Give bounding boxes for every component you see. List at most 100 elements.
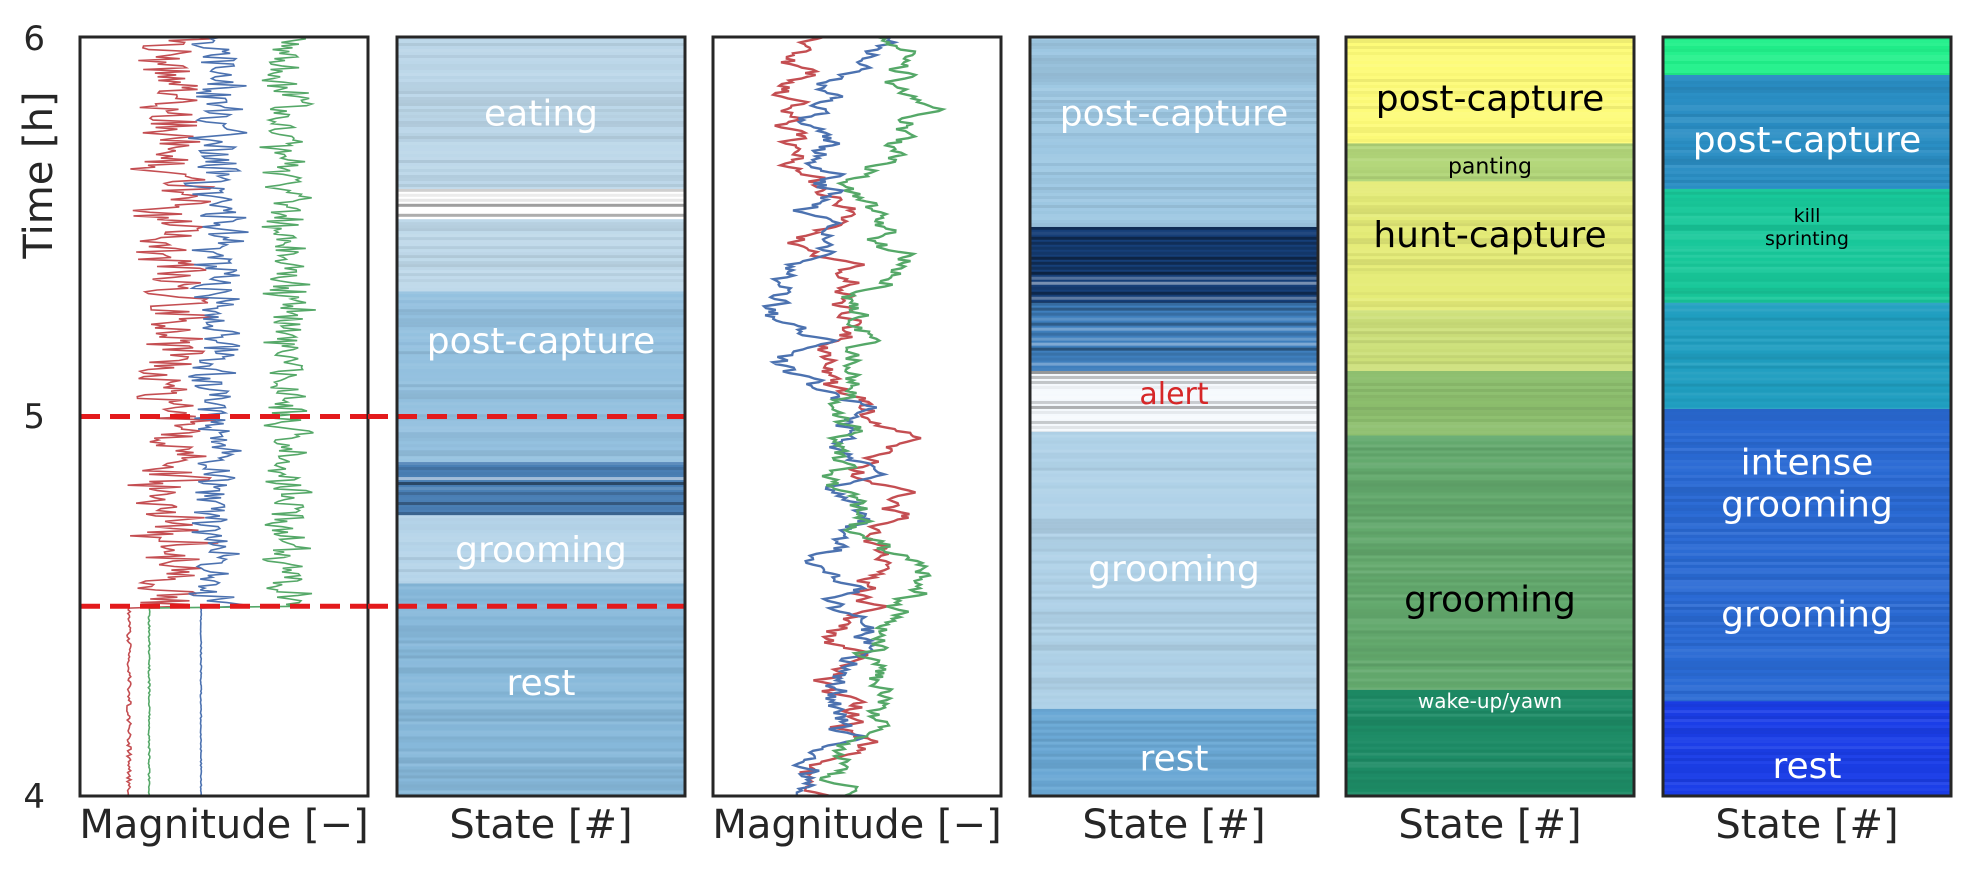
state-stripe [397, 429, 685, 433]
panel-6: post-capturekillsprintingintensegrooming… [1661, 35, 1953, 798]
state-stripe [1346, 710, 1634, 714]
state-stripe [397, 586, 685, 590]
state-stripe [1346, 349, 1634, 353]
state-stripe [397, 67, 685, 70]
state-stripe [397, 381, 685, 385]
state-stripe [397, 369, 685, 373]
state-stripe [397, 360, 685, 364]
state-stripe [397, 502, 685, 506]
state-stripe [397, 193, 685, 197]
state-stripe [1030, 169, 1318, 172]
state-stripe [397, 530, 685, 534]
state-stripe [1663, 353, 1951, 357]
state-stripe [1663, 504, 1951, 508]
state-stripe [397, 742, 685, 746]
state-stripe [1030, 151, 1318, 154]
state-stripe [1663, 170, 1951, 174]
state-stripe [1030, 578, 1318, 582]
state-stripe [1030, 732, 1318, 736]
state-stripe [1346, 725, 1634, 729]
state-stripe [1663, 335, 1951, 339]
state-stripe [397, 712, 685, 716]
state-stripe [397, 387, 685, 391]
state-stripe [1663, 188, 1951, 192]
state-stripe [1030, 79, 1318, 82]
state-stripe [1663, 606, 1951, 610]
state-stripe [397, 667, 685, 671]
state-stripe [1346, 196, 1634, 200]
state-stripe [1346, 130, 1634, 133]
state-label: post-capture [1060, 94, 1289, 135]
state-stripe [1346, 232, 1634, 236]
state-stripe [397, 198, 685, 202]
state-stripe [1663, 110, 1951, 114]
state-stripe [1663, 767, 1951, 771]
state-stripe [1663, 660, 1951, 664]
state-stripe [1663, 522, 1951, 526]
state-stripe [397, 456, 685, 460]
state-stripe [1346, 112, 1634, 115]
state-stripe [397, 533, 685, 537]
state-stripe [1030, 632, 1318, 636]
state-stripe [1346, 415, 1634, 419]
state-stripe [1030, 223, 1318, 226]
state-stripe [1346, 791, 1634, 795]
state-stripe [1346, 645, 1634, 649]
state-stripe [1346, 412, 1634, 416]
state-stripe [1663, 275, 1951, 279]
state-stripe [1030, 181, 1318, 184]
state-stripe [1030, 584, 1318, 588]
state-stripe [1346, 597, 1634, 601]
state-stripe [397, 237, 685, 241]
state-stripe [1030, 217, 1318, 220]
state-stripe [397, 297, 685, 301]
state-stripe [1346, 271, 1634, 275]
state-stripe [1346, 382, 1634, 386]
state-label: sprinting [1765, 228, 1849, 250]
state-stripe [1030, 551, 1318, 555]
state-stripe [1663, 371, 1951, 375]
state-stripe [1663, 743, 1951, 747]
state-stripe [1346, 612, 1634, 616]
state-stripe [1663, 648, 1951, 652]
state-stripe [1663, 341, 1951, 345]
state-stripe [397, 679, 685, 683]
state-stripe [1663, 678, 1951, 682]
state-stripe [1030, 548, 1318, 552]
state-stripe [1030, 136, 1318, 139]
state-stripe [1030, 160, 1318, 163]
state-stripe [1346, 85, 1634, 88]
state-stripe [1346, 164, 1634, 168]
state-stripe [1030, 560, 1318, 564]
state-stripe [1663, 549, 1951, 553]
state-stripe [1663, 58, 1951, 61]
state-stripe [1663, 591, 1951, 595]
state-stripe [1030, 115, 1318, 118]
state-stripe [1663, 654, 1951, 658]
state-stripe [1030, 527, 1318, 531]
state-stripe [1030, 653, 1318, 657]
state-stripe [1030, 226, 1318, 230]
state-stripe [1346, 585, 1634, 589]
state-stripe [1663, 125, 1951, 129]
state-stripe [397, 342, 685, 346]
state-stripe [397, 441, 685, 445]
state-stripe [397, 273, 685, 277]
state-stripe [1346, 283, 1634, 287]
state-stripe [1346, 779, 1634, 783]
state-stripe [397, 745, 685, 749]
state-stripe [1346, 561, 1634, 565]
state-stripe [1663, 450, 1951, 454]
state-stripe [1346, 639, 1634, 643]
state-stripe [1663, 651, 1951, 655]
state-stripe [1346, 540, 1634, 544]
state-stripe [1663, 43, 1951, 46]
state-stripe [1030, 130, 1318, 133]
y-tick-label-5: 5 [23, 397, 45, 437]
state-stripe [1030, 635, 1318, 639]
state-stripe [397, 339, 685, 343]
state-stripe [397, 706, 685, 710]
state-stripe [1030, 599, 1318, 603]
panel-3 [711, 35, 1003, 798]
state-stripe [1663, 179, 1951, 183]
